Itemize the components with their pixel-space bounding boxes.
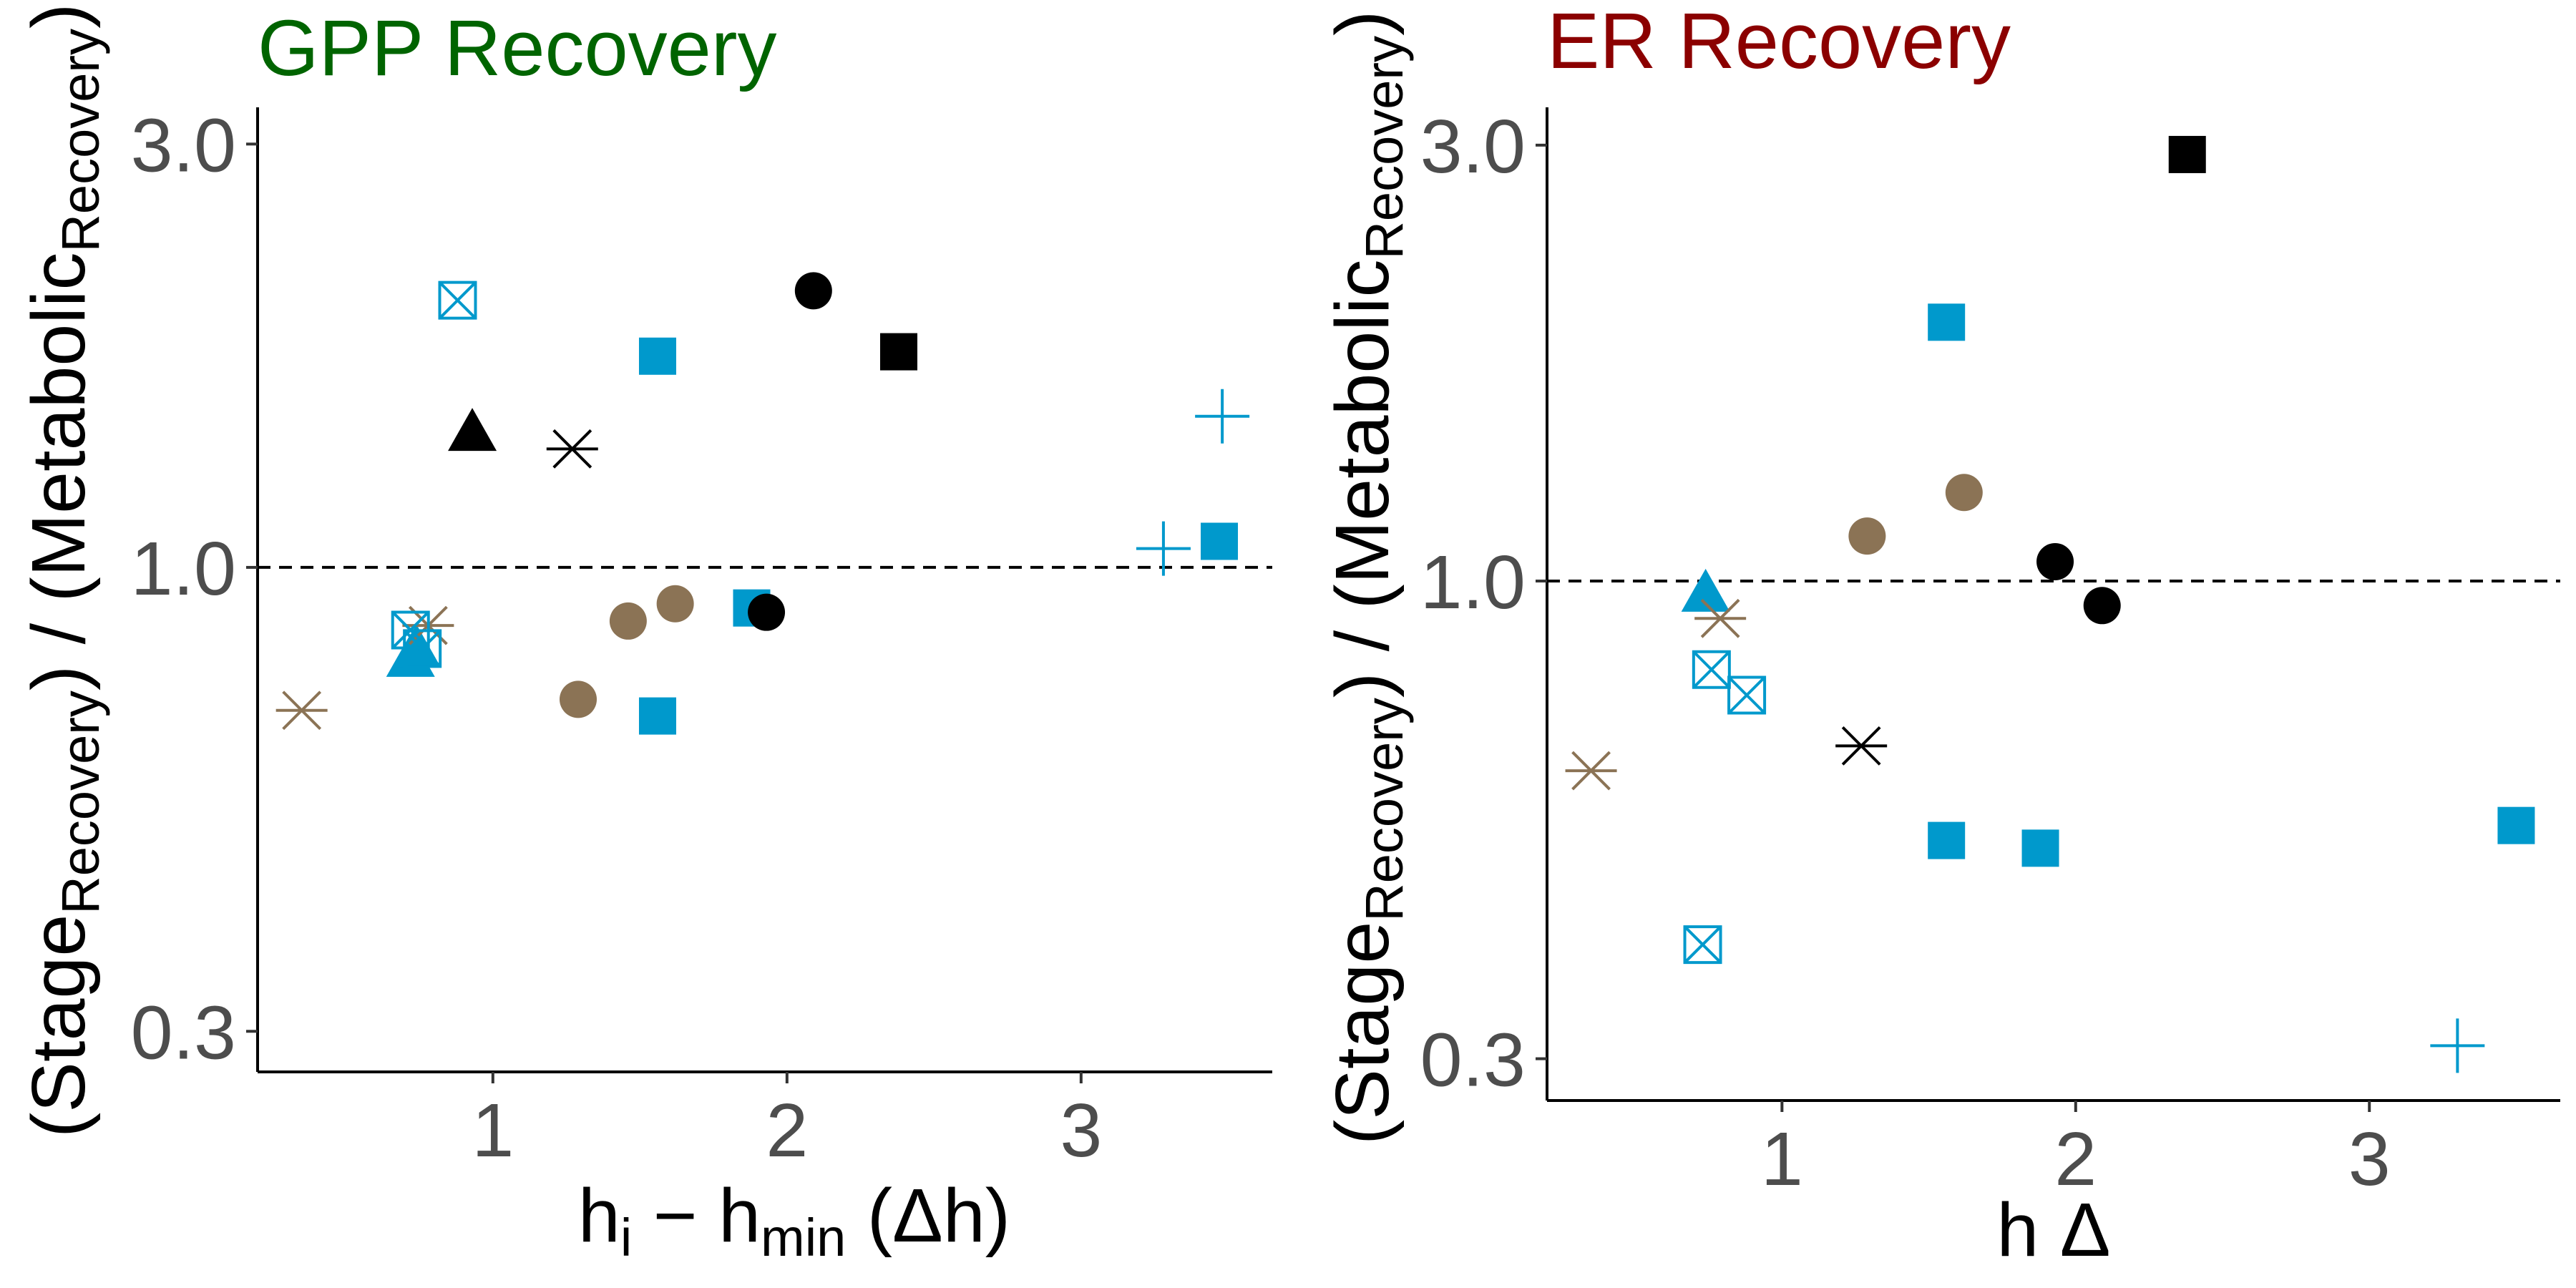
gpp-y-tick-label: 1.0 bbox=[131, 527, 236, 611]
gpp-point-circle bbox=[748, 593, 786, 631]
gpp-point-asterisk bbox=[275, 691, 328, 731]
gpp-point-circle bbox=[560, 680, 597, 718]
gpp-point-plus bbox=[1195, 389, 1250, 444]
er-y-axis-title: (StageRecovery) / (MetabolicRecovery) bbox=[1320, 11, 1414, 1145]
er-point-circle bbox=[2036, 542, 2074, 580]
gpp-x-tick-label: 3 bbox=[1060, 1088, 1102, 1173]
gpp-y-tick-label: 3.0 bbox=[131, 103, 236, 187]
gpp-point-boxx bbox=[438, 280, 477, 320]
er-point-circle bbox=[2083, 587, 2121, 625]
er-panel: ER Recovery (StageRecovery) / (Metabolic… bbox=[1320, 0, 2560, 1272]
gpp-point-circle bbox=[656, 585, 694, 623]
er-y-tick-label: 1.0 bbox=[1420, 540, 1526, 625]
gpp-y-tick-label: 0.3 bbox=[131, 990, 236, 1075]
gpp-point-triangle bbox=[448, 408, 497, 452]
er-x-tick-label: 1 bbox=[1761, 1117, 1803, 1201]
er-point-square bbox=[1928, 821, 1966, 859]
gpp-x-tick-label: 1 bbox=[472, 1088, 514, 1173]
gpp-point-square bbox=[1201, 522, 1239, 560]
gpp-point-asterisk bbox=[546, 429, 598, 469]
gpp-x-tick-label: 2 bbox=[766, 1088, 808, 1173]
er-y-tick-label: 0.3 bbox=[1420, 1018, 1526, 1103]
gpp-point-square bbox=[638, 697, 676, 735]
gpp-x-axis-title: hi − hmin (Δh) bbox=[578, 1174, 1010, 1267]
gpp-point-circle bbox=[609, 602, 647, 640]
er-point-triangle bbox=[1681, 568, 1730, 612]
er-x-tick-label: 2 bbox=[2054, 1117, 2097, 1201]
gpp-point-square bbox=[880, 333, 918, 371]
er-plot-area: 0.3 1.0 3.0 1 2 3 bbox=[1420, 104, 2560, 1201]
er-y-tick-label: 3.0 bbox=[1420, 104, 1526, 189]
gpp-point-plus bbox=[1136, 521, 1191, 576]
er-point-asterisk bbox=[1835, 726, 1888, 766]
er-point-plus bbox=[2430, 1018, 2485, 1073]
gpp-point-boxx bbox=[403, 629, 442, 668]
er-x-axis-title: h Δ bbox=[1996, 1188, 2110, 1272]
gpp-panel: GPP Recovery (StageRecovery) / (Metaboli… bbox=[16, 4, 1272, 1267]
gpp-point-circle bbox=[794, 272, 832, 310]
er-point-boxx bbox=[1692, 650, 1731, 689]
er-title: ER Recovery bbox=[1547, 0, 2011, 85]
er-x-tick-label: 3 bbox=[2348, 1117, 2391, 1201]
er-point-asterisk bbox=[1694, 598, 1747, 638]
gpp-point-square bbox=[638, 337, 676, 375]
er-point-square bbox=[2168, 135, 2206, 173]
er-point-circle bbox=[1848, 517, 1886, 555]
er-point-square bbox=[2021, 829, 2059, 867]
er-point-boxx bbox=[1683, 925, 1722, 965]
er-point-boxx bbox=[1727, 675, 1767, 715]
er-point-square bbox=[1928, 303, 1966, 341]
er-point-square bbox=[2497, 806, 2535, 844]
gpp-title: GPP Recovery bbox=[258, 4, 776, 92]
gpp-plot-area: 0.3 1.0 3.0 1 2 3 bbox=[131, 103, 1272, 1173]
er-point-circle bbox=[1945, 474, 1983, 512]
er-point-asterisk bbox=[1565, 751, 1617, 791]
gpp-y-axis-title: (StageRecovery) / (MetabolicRecovery) bbox=[16, 4, 110, 1138]
